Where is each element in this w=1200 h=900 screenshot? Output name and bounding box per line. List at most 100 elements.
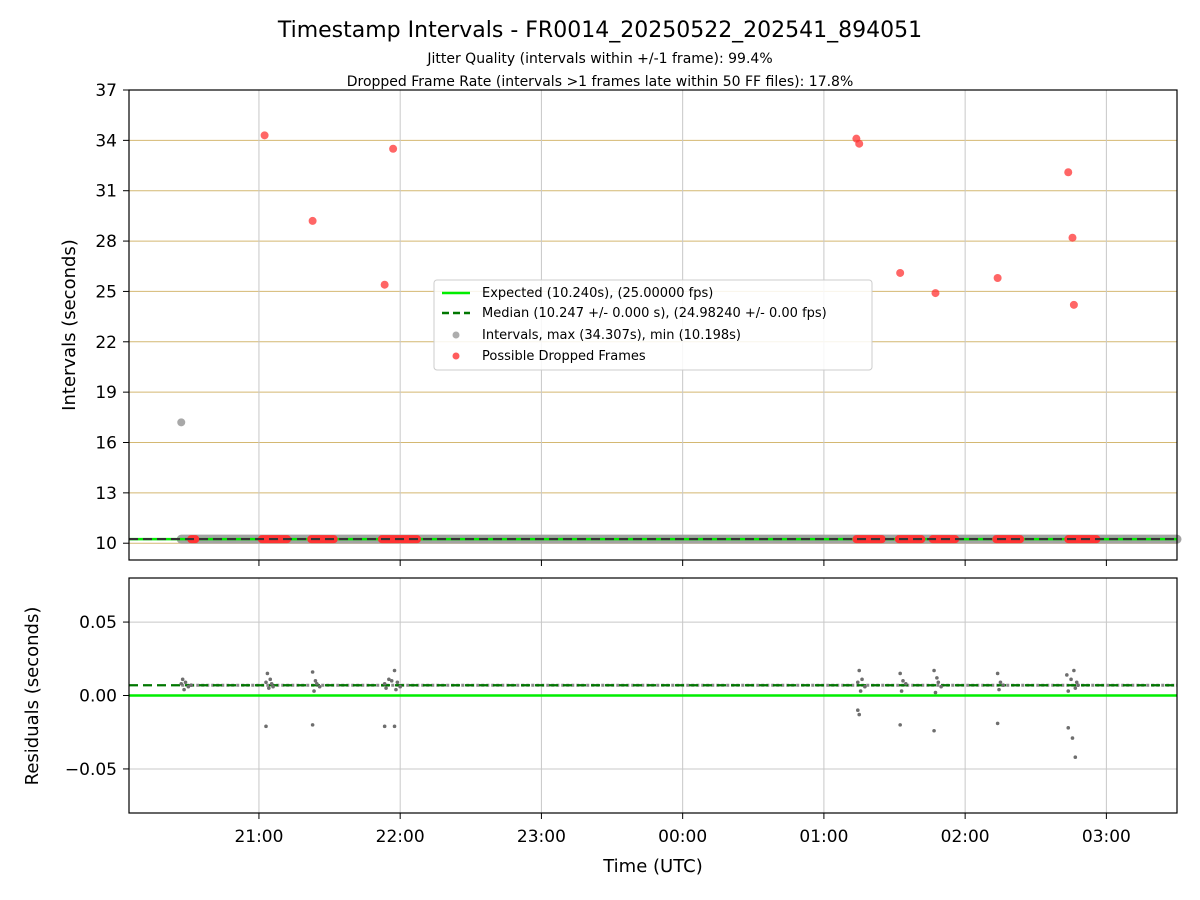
top-panel-frame xyxy=(128,89,1178,561)
bottom-x-tick-label: 00:00 xyxy=(658,827,707,847)
residual-point xyxy=(939,684,943,689)
top-y-tick-label: 31 xyxy=(95,182,117,202)
residual-point xyxy=(269,681,274,686)
top-panel-axes: 10 13 16 19 22 25 28 31 34 37 xyxy=(95,81,1107,566)
dropped-frame-point xyxy=(308,216,317,225)
residual-point xyxy=(394,687,398,692)
top-panel-marks xyxy=(129,131,1182,544)
residual-outlier-point xyxy=(1066,726,1071,730)
residual-outlier-point xyxy=(995,721,1000,726)
legend-label-dropped: Possible Dropped Frames xyxy=(482,349,646,364)
dropped-frame-point xyxy=(1068,233,1077,242)
dropped-frame-point xyxy=(993,274,1002,282)
residual-point xyxy=(860,677,864,682)
legend-label-intervals: Intervals, max (34.307s), min (10.198s) xyxy=(482,328,741,343)
residual-point xyxy=(395,680,400,685)
residual-point xyxy=(1065,673,1069,677)
residual-point xyxy=(863,684,867,689)
residual-point xyxy=(398,684,402,689)
residual-point xyxy=(271,684,275,689)
chart-legend: Expected (10.240s), (25.00000 fps) Media… xyxy=(433,279,873,371)
bottom-x-tick-label: 03:00 xyxy=(1082,827,1131,847)
residual-point xyxy=(932,668,936,673)
residual-point xyxy=(313,679,318,683)
residual-point xyxy=(933,690,938,695)
dropped-frame-point xyxy=(896,268,905,277)
residual-point xyxy=(998,680,1003,685)
top-y-tick-label: 34 xyxy=(95,131,117,151)
residual-outlier-point xyxy=(857,712,862,717)
residual-point xyxy=(855,680,860,685)
bottom-y-axis-label: Residuals (seconds) xyxy=(22,607,43,786)
bottom-x-tick-label: 21:00 xyxy=(234,827,283,847)
top-y-tick-label: 25 xyxy=(95,282,117,302)
residual-point xyxy=(387,677,391,682)
top-y-tick-label: 19 xyxy=(95,383,117,403)
bottom-x-tick-label: 01:00 xyxy=(799,827,848,847)
residual-point xyxy=(858,689,863,693)
top-y-tick-label: 28 xyxy=(95,232,117,252)
residual-outlier-point xyxy=(898,723,902,727)
dropped-frame-point xyxy=(380,280,389,289)
bottom-panel-marks xyxy=(129,668,1177,759)
residual-point xyxy=(1001,683,1006,688)
residual-outlier-point xyxy=(1073,755,1078,759)
legend-frame xyxy=(433,279,873,371)
residual-point xyxy=(857,668,862,673)
residual-point xyxy=(904,681,908,686)
residual-point xyxy=(382,681,387,686)
residual-point xyxy=(189,683,193,688)
residual-point xyxy=(1072,668,1076,673)
residual-point xyxy=(186,684,191,689)
top-y-axis-label: Intervals (seconds) xyxy=(59,239,80,411)
residual-point xyxy=(1076,683,1080,688)
residual-point xyxy=(310,670,315,674)
bottom-x-tick-label: 23:00 xyxy=(517,827,566,847)
residual-point xyxy=(384,686,388,690)
residual-point xyxy=(1073,686,1078,690)
residual-point xyxy=(268,677,273,682)
top-y-tick-label: 37 xyxy=(95,81,117,101)
top-y-tick-label: 22 xyxy=(95,333,117,353)
residual-outlier-point xyxy=(310,723,315,727)
residual-outlier-point xyxy=(264,724,268,729)
residual-point xyxy=(899,689,904,693)
chart-subtitle-jitter: Jitter Quality (intervals within +/-1 fr… xyxy=(426,51,772,67)
chart-title: Timestamp Intervals - FR0014_20250522_20… xyxy=(277,18,922,43)
top-y-tick-label: 10 xyxy=(95,534,117,554)
dropped-frame-point xyxy=(931,289,940,298)
dropped-frame-point xyxy=(855,139,864,148)
residual-outlier-point xyxy=(932,728,936,733)
residual-point xyxy=(179,681,184,686)
legend-label-median: Median (10.247 +/- 0.000 s), (24.98240 +… xyxy=(482,306,827,321)
residual-point xyxy=(997,687,1001,692)
bottom-y-tick-label: 0.05 xyxy=(79,613,117,633)
residual-point xyxy=(265,671,270,676)
residual-point xyxy=(315,681,319,686)
bottom-x-tick-label: 02:00 xyxy=(941,827,990,847)
bottom-y-tick-label: 0.00 xyxy=(79,687,117,707)
residual-point xyxy=(317,684,322,689)
dropped-frame-point xyxy=(260,131,269,140)
residual-outlier-point xyxy=(392,724,397,729)
dropped-frame-point xyxy=(1069,300,1078,309)
dropped-frame-point xyxy=(1064,168,1073,177)
x-axis-label: Time (UTC) xyxy=(602,856,703,877)
chart-subtitle-dropped: Dropped Frame Rate (intervals >1 frames … xyxy=(347,74,854,90)
residual-outlier-point xyxy=(855,708,860,712)
interval-outlier-point xyxy=(177,418,186,427)
bottom-panel-axes: −0.05 0.00 0.05 21:00 22:00 23:00 00:00 01:00 02… xyxy=(65,613,1131,847)
residual-point xyxy=(901,679,905,683)
residual-point xyxy=(1069,677,1073,682)
residual-point xyxy=(898,671,902,676)
residual-outlier-point xyxy=(382,724,387,729)
residual-point xyxy=(935,676,939,680)
top-y-tick-label: 16 xyxy=(95,434,117,454)
residual-point xyxy=(182,687,186,692)
residual-point xyxy=(995,671,1000,676)
residual-point xyxy=(392,668,397,673)
residual-point xyxy=(180,677,185,682)
residual-point xyxy=(936,680,941,685)
legend-swatch-intervals xyxy=(452,331,460,339)
residual-point xyxy=(264,680,268,685)
